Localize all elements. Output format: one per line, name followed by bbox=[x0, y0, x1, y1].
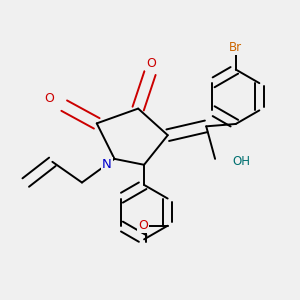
Text: O: O bbox=[146, 57, 156, 70]
Text: N: N bbox=[102, 158, 112, 171]
Text: Br: Br bbox=[229, 41, 242, 54]
Text: O: O bbox=[138, 219, 148, 232]
Text: OH: OH bbox=[232, 155, 250, 168]
Text: O: O bbox=[44, 92, 54, 105]
